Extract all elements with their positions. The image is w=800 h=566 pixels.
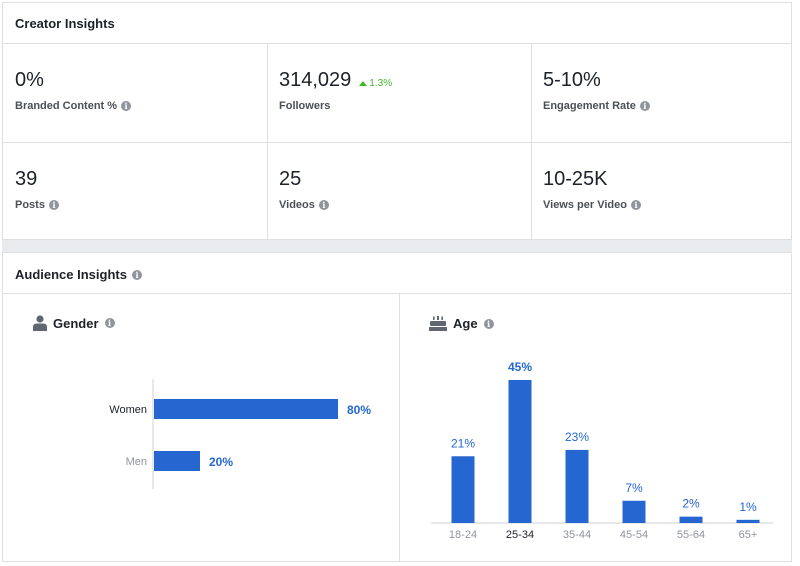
- info-icon[interactable]: i: [630, 200, 641, 210]
- bar: [679, 516, 703, 523]
- divider: [531, 43, 532, 240]
- bar: [508, 380, 532, 523]
- metric-videos: 25 Videos i: [279, 168, 329, 211]
- data-label: 45%: [508, 360, 532, 374]
- metric-label: Posts: [15, 199, 45, 211]
- info-icon[interactable]: i: [639, 101, 650, 111]
- metric-engagement-rate: 5-10% Engagement Rate i: [543, 69, 650, 112]
- x-tick-label: 25-34: [506, 529, 534, 541]
- age-chart: 21% 18-24 45% 25-34 23% 35-44 7% 45-54 2% 55-64 1%…: [431, 360, 773, 541]
- divider: [3, 293, 791, 294]
- info-icon[interactable]: i: [318, 200, 329, 210]
- gender-chart: Women 80% Men 20%: [109, 379, 371, 489]
- age-title: Age: [453, 316, 478, 331]
- creator-insights-title: Creator Insights: [15, 16, 115, 31]
- metric-value: 25: [279, 168, 302, 190]
- category-label: Men: [126, 456, 147, 468]
- divider: [3, 142, 791, 143]
- divider: [399, 293, 400, 561]
- divider: [267, 43, 268, 240]
- x-tick-label: 35-44: [563, 529, 591, 541]
- section-separator: [2, 240, 792, 252]
- bar: [622, 500, 646, 523]
- person-icon: [33, 315, 47, 331]
- data-label: 20%: [209, 455, 233, 469]
- data-label: 2%: [682, 497, 700, 511]
- audience-insights-title: Audience Insights: [15, 267, 127, 282]
- metric-followers: 314,029 1.3% Followers: [279, 69, 392, 112]
- data-label: 7%: [625, 481, 643, 495]
- bar: [565, 449, 589, 523]
- metric-value: 0%: [15, 69, 44, 91]
- followers-change-badge: 1.3%: [359, 78, 392, 89]
- metric-value: 39: [15, 168, 38, 190]
- up-arrow-icon: [359, 81, 368, 86]
- change-value: 1.3%: [369, 78, 393, 89]
- metric-label: Followers: [279, 100, 331, 112]
- gender-header: Gender i: [33, 315, 115, 331]
- info-icon[interactable]: i: [104, 318, 115, 328]
- data-label: 23%: [565, 430, 589, 444]
- metric-value: 5-10%: [543, 69, 601, 91]
- bar: [451, 456, 475, 523]
- metric-label: Videos: [279, 199, 315, 211]
- category-label: Women: [109, 404, 147, 416]
- bar: [154, 451, 200, 471]
- data-label: 21%: [451, 436, 475, 450]
- metric-label: Branded Content %: [15, 100, 118, 112]
- metric-value: 314,029: [279, 69, 352, 91]
- creator-insights-panel: Creator Insights 0% Branded Content % i …: [2, 2, 792, 240]
- audience-insights-panel: Audience Insights i Gender i Age i Women…: [2, 252, 792, 562]
- data-label: 80%: [347, 403, 371, 417]
- x-tick-label: 65+: [739, 529, 758, 541]
- info-icon[interactable]: i: [131, 269, 142, 280]
- gender-title: Gender: [53, 315, 99, 331]
- metric-value: 10-25K: [543, 168, 608, 190]
- metric-views-per-video: 10-25K Views per Video i: [543, 168, 641, 211]
- info-icon[interactable]: i: [483, 318, 494, 329]
- data-label: 1%: [739, 500, 757, 514]
- bar: [154, 399, 338, 419]
- x-tick-label: 45-54: [620, 529, 648, 541]
- bar: [736, 519, 760, 523]
- metric-branded-content: 0% Branded Content % i: [15, 69, 132, 112]
- divider: [3, 43, 791, 44]
- info-icon[interactable]: i: [48, 200, 59, 210]
- cake-icon: [429, 316, 447, 331]
- info-icon[interactable]: i: [121, 101, 132, 111]
- metric-posts: 39 Posts i: [15, 168, 59, 211]
- age-header: Age i: [429, 316, 494, 331]
- metric-label: Engagement Rate: [543, 100, 636, 112]
- metric-label: Views per Video: [543, 199, 627, 211]
- x-tick-label: 18-24: [449, 529, 477, 541]
- x-tick-label: 55-64: [677, 529, 705, 541]
